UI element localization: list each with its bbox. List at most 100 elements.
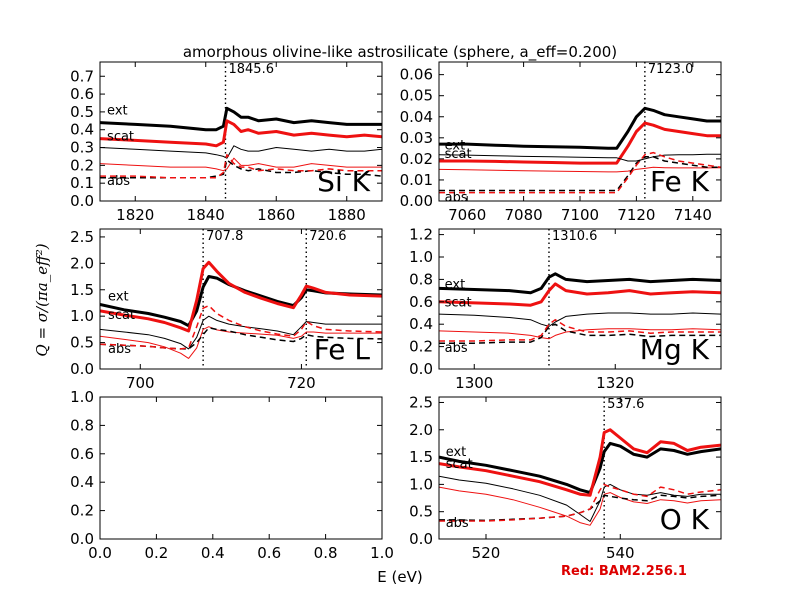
x-tick-label: 1880	[328, 206, 366, 224]
series-abs-red-dashed	[439, 151, 721, 194]
x-tick-label: 7100	[561, 206, 599, 224]
y-tick-label: 0.01	[400, 171, 433, 189]
x-tick-label: 700	[126, 374, 155, 392]
y-tick-label: 0.0	[70, 192, 94, 210]
y-tick-label: 0.04	[400, 108, 433, 126]
series-abs-black-dashed	[439, 323, 721, 344]
y-tick-label: 0.7	[70, 67, 94, 85]
x-tick-label: 0.4	[201, 544, 225, 562]
y-tick-label: 0.02	[400, 150, 433, 168]
series-scat-red	[439, 328, 721, 340]
y-tick-label: 0.4	[70, 473, 94, 491]
y-tick-label: 0.5	[409, 503, 433, 521]
axes-frame	[99, 396, 383, 540]
series-abs-red-dashed	[100, 153, 382, 179]
y-tick-label: 0.5	[70, 103, 94, 121]
series-scat-red	[439, 282, 721, 307]
curve-label-abs: abs	[445, 341, 468, 356]
curve-label-scat: scat	[445, 295, 472, 310]
y-tick-label: 0.2	[409, 338, 433, 356]
y-tick-label: 0.3	[70, 139, 94, 157]
y-tick-label: 2.5	[70, 228, 94, 246]
curve-label-ext: ext	[107, 104, 128, 119]
series-scat-black	[439, 153, 721, 162]
series-scat-black	[100, 145, 382, 159]
y-tick-label: 1.0	[409, 248, 433, 266]
series-scat-red	[100, 260, 382, 333]
series-scat-red	[439, 486, 721, 526]
x-tick-label: 7120	[617, 206, 655, 224]
x-tick-label: 520	[472, 544, 501, 562]
plot-area-fe-k	[439, 62, 721, 201]
edge-energy-label: 537.6	[607, 397, 644, 412]
series-abs-red-dashed	[100, 304, 382, 350]
series-scat-red	[439, 121, 721, 165]
series-ext-black	[100, 106, 382, 132]
y-tick-label: 0.5	[70, 334, 94, 352]
x-tick-label: 0.6	[257, 544, 281, 562]
x-axis-label: E (eV)	[377, 568, 422, 586]
curve-label-ext: ext	[108, 289, 129, 304]
y-tick-label: 0.05	[400, 87, 433, 105]
curve-label-ext: ext	[445, 277, 466, 292]
series-scat-red	[100, 119, 382, 148]
series-ext-black	[439, 272, 721, 295]
y-tick-label: 0.03	[400, 129, 433, 147]
plot-area-mg-k	[439, 229, 721, 369]
x-tick-label: 7080	[505, 206, 543, 224]
axes-frame	[99, 61, 383, 202]
series-scat-black	[100, 315, 382, 350]
edge-name-label: Mg K	[640, 333, 710, 366]
plot-area-si-k	[100, 62, 382, 201]
y-tick-label: 0.6	[70, 445, 94, 463]
y-tick-label: 0.0	[409, 360, 433, 378]
panel-fe-l: 707.8 720.6 ext scat abs Fe L 700 720 0.0 0.5 1.0 1…	[70, 228, 383, 392]
curve-label-abs: abs	[445, 190, 468, 205]
y-tick-label: 0.1	[70, 174, 94, 192]
x-tick-label: 0.2	[144, 544, 168, 562]
series-abs-black-dashed	[439, 156, 721, 192]
x-tick-label: 0.0	[88, 544, 112, 562]
curve-label-scat: scat	[446, 457, 473, 472]
y-tick-label: 0.0	[70, 360, 94, 378]
x-tick-label: 1860	[257, 206, 295, 224]
x-tick-label: 0.8	[314, 544, 338, 562]
axes-frame	[438, 396, 722, 540]
curve-label-ext: ext	[446, 445, 467, 460]
series-scat-red	[100, 157, 382, 172]
x-tick-label: 1.0	[370, 544, 394, 562]
y-tick-label: 0.06	[400, 66, 433, 84]
y-tick-label: 0.4	[409, 315, 433, 333]
edge-name-label: O K	[660, 503, 710, 536]
series-abs-red-dashed	[439, 483, 721, 522]
footnote: Red: BAM2.256.1	[561, 564, 687, 579]
edge-name-label: Fe K	[650, 165, 710, 198]
series-scat-red	[439, 166, 721, 173]
y-tick-label: 0.4	[70, 121, 94, 139]
y-tick-label: 1.0	[70, 307, 94, 325]
y-tick-label: 2.0	[409, 421, 433, 439]
x-tick-label: 7060	[448, 206, 486, 224]
edge-energy-label: 720.6	[309, 229, 346, 244]
edge-energy-label: 7123.0	[648, 62, 694, 77]
series-scat-red	[439, 428, 721, 497]
y-tick-label: 1.2	[409, 226, 433, 244]
y-tick-label: 2.0	[70, 254, 94, 272]
x-tick-label: 720	[287, 374, 316, 392]
curve-label-abs: abs	[107, 174, 130, 189]
y-tick-label: 0.6	[70, 85, 94, 103]
panel-mg-k: 1310.6 ext scat abs Mg K 1300 1320 0.0 0.2 0.4 0.6…	[409, 226, 722, 392]
curve-label-scat: scat	[108, 308, 135, 323]
y-tick-label: 1.5	[409, 448, 433, 466]
axes-frame	[438, 228, 722, 370]
edge-name-label: Si K	[317, 165, 370, 198]
y-tick-label: 2.5	[409, 393, 433, 411]
curve-label-ext: ext	[445, 138, 466, 153]
x-tick-label: 540	[606, 544, 635, 562]
curve-label-abs: abs	[108, 342, 131, 357]
y-tick-label: 1.0	[409, 475, 433, 493]
y-tick-label: 0.8	[70, 416, 94, 434]
